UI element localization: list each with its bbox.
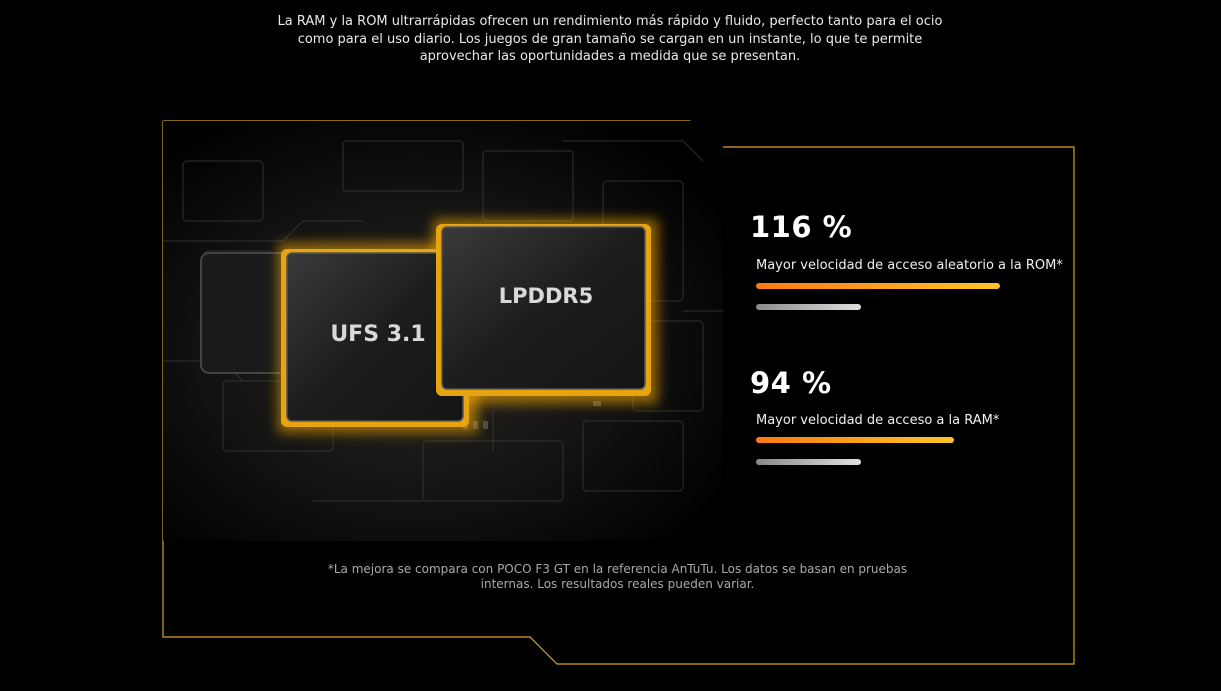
stat-ram: 94 %: [750, 366, 832, 400]
ufs-chip-label: UFS 3.1: [330, 322, 425, 347]
stat-rom-value: 116 %: [750, 210, 853, 244]
ufs-chip: UFS 3.1: [281, 249, 469, 427]
footnote: *La mejora se compara con POCO F3 GT en …: [327, 562, 908, 591]
stat-rom: 116 %: [750, 210, 852, 244]
ram-bar-old: [756, 459, 861, 465]
chip-illustration: UFS 3.1 LPDDR5: [163, 121, 723, 541]
stat-ram-value: 94 %: [750, 366, 832, 400]
stat-rom-description-wrap: Mayor velocidad de acceso aleatorio a la…: [756, 254, 1063, 273]
rom-bar-new: [756, 283, 1000, 289]
stat-ram-description-wrap: Mayor velocidad de acceso a la RAM*: [756, 409, 999, 428]
lpddr5-chip-label: LPDDR5: [499, 284, 593, 308]
stat-ram-description: Mayor velocidad de acceso a la RAM*: [756, 413, 1000, 428]
intro-paragraph: La RAM y la ROM ultrarrápidas ofrecen un…: [277, 14, 943, 64]
lpddr5-chip: LPDDR5: [436, 224, 651, 396]
ram-bar-new: [756, 437, 954, 443]
stat-rom-description: Mayor velocidad de acceso aleatorio a la…: [756, 258, 1063, 273]
rom-bar-old: [756, 304, 861, 310]
